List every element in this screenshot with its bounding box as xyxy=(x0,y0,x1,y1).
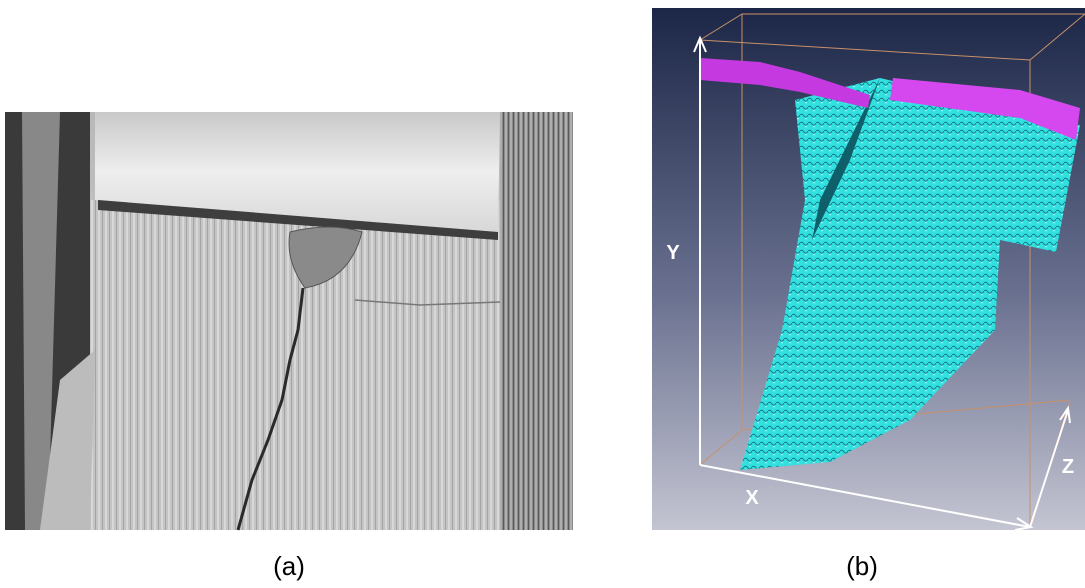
axis-label: X xyxy=(745,487,759,509)
render-image: Y X Z xyxy=(652,8,1085,530)
right-wall xyxy=(500,112,573,530)
caption: (a) xyxy=(273,551,305,581)
page: (a) Y X Z (b) (() => { const data = JSON… xyxy=(0,0,1085,588)
sem-image xyxy=(5,112,573,530)
axis-label: Y xyxy=(666,242,680,264)
figure: (a) Y X Z (b) xyxy=(0,0,1085,588)
axis-label: Z xyxy=(1062,456,1074,478)
caption: (b) xyxy=(846,551,878,581)
